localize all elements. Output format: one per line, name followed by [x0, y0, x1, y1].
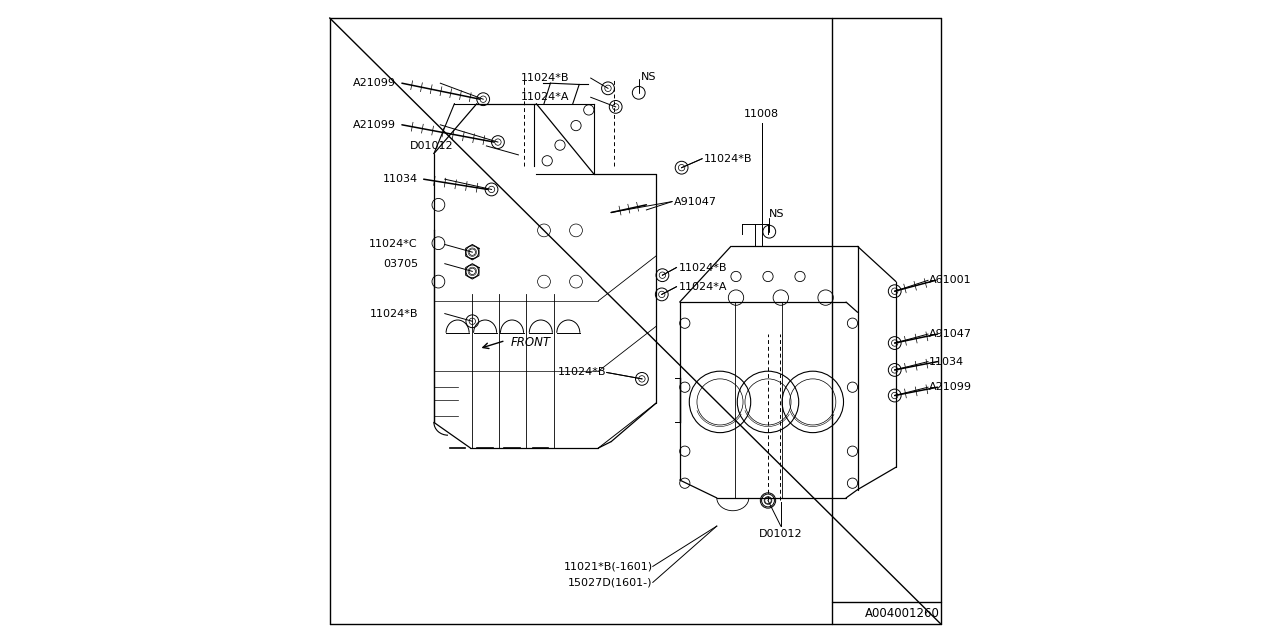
- Text: 11034: 11034: [929, 356, 964, 367]
- Text: 11008: 11008: [744, 109, 778, 119]
- Text: 11024*A: 11024*A: [521, 92, 570, 102]
- Text: A004001260: A004001260: [865, 607, 940, 620]
- Text: 11024*C: 11024*C: [370, 239, 417, 250]
- Text: 11024*B: 11024*B: [521, 73, 570, 83]
- Text: D01012: D01012: [759, 529, 803, 540]
- Text: 11034: 11034: [383, 174, 417, 184]
- Text: A21099: A21099: [929, 382, 973, 392]
- Text: FRONT: FRONT: [511, 336, 550, 349]
- Text: 03705: 03705: [383, 259, 417, 269]
- Text: 11021*B(-1601): 11021*B(-1601): [563, 561, 653, 572]
- Text: NS: NS: [641, 72, 657, 82]
- Text: 11024*B: 11024*B: [704, 154, 753, 164]
- Text: A91047: A91047: [675, 196, 717, 207]
- Text: A21099: A21099: [352, 120, 396, 130]
- Text: 15027D(1601-): 15027D(1601-): [568, 577, 653, 588]
- Text: 11024*B: 11024*B: [370, 308, 417, 319]
- Text: A61001: A61001: [929, 275, 972, 285]
- Text: A91047: A91047: [929, 329, 973, 339]
- Text: NS: NS: [769, 209, 785, 220]
- Text: A21099: A21099: [352, 78, 396, 88]
- Text: 11024*B: 11024*B: [558, 367, 607, 378]
- Text: 11024*B: 11024*B: [678, 262, 727, 273]
- Text: D01012: D01012: [410, 141, 453, 151]
- Text: 11024*A: 11024*A: [678, 282, 727, 292]
